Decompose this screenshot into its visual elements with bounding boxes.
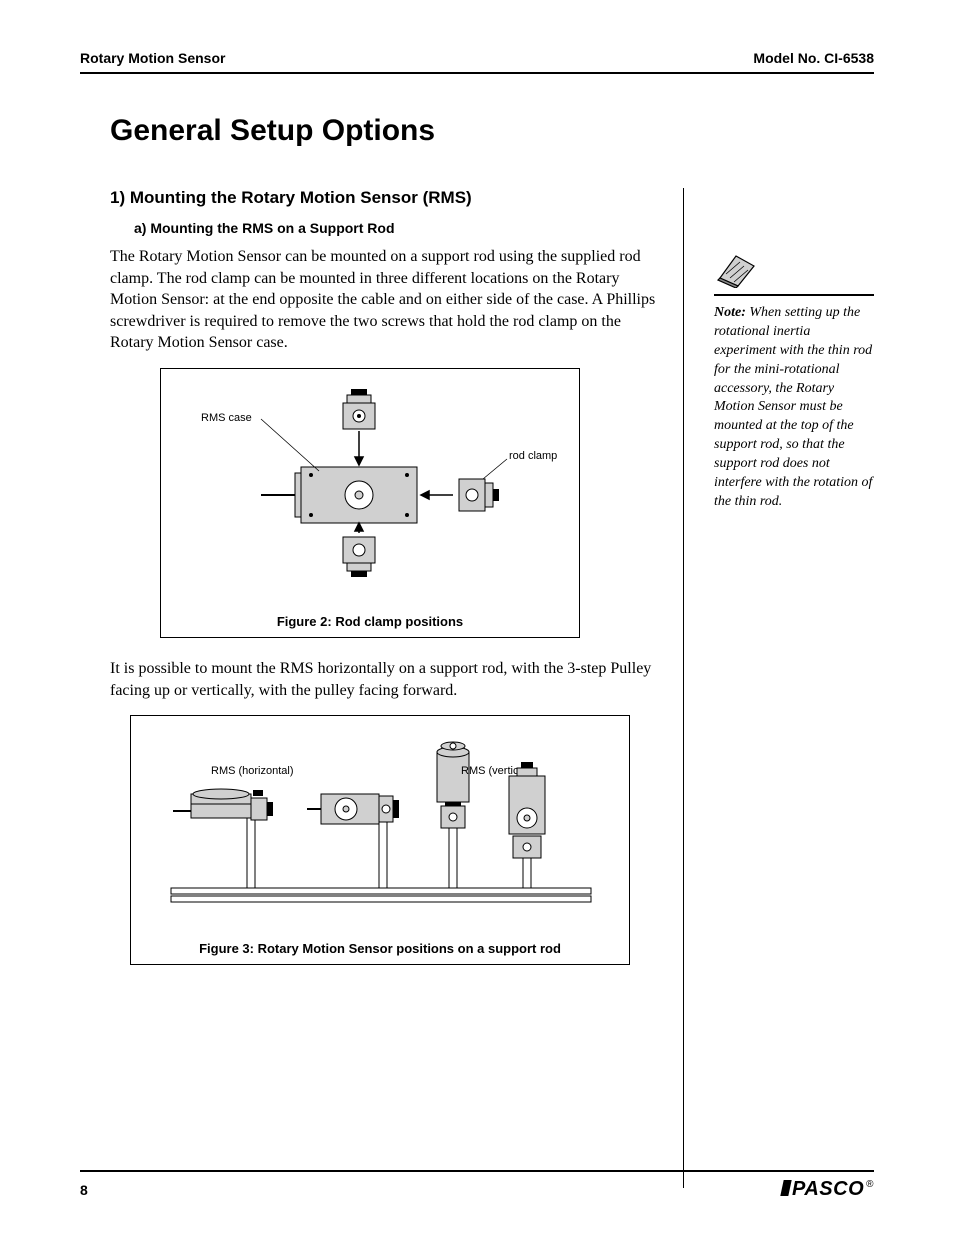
content-row: 1) Mounting the Rotary Motion Sensor (RM… (80, 188, 874, 1188)
page-title: General Setup Options (110, 114, 874, 148)
note-lead: Note: (714, 305, 746, 320)
brand-logo: PASCO® (782, 1178, 874, 1201)
figure-3: RMS (horizontal) (130, 715, 630, 965)
page-header: Rotary Motion Sensor Model No. CI-6538 (80, 50, 874, 74)
paragraph-1: The Rotary Motion Sensor can be mounted … (110, 246, 663, 354)
note-rule (714, 294, 874, 296)
header-left: Rotary Motion Sensor (80, 50, 225, 66)
page-number: 8 (80, 1182, 88, 1198)
paragraph-2: It is possible to mount the RMS horizont… (110, 658, 663, 701)
note-body: When setting up the rotational inertia e… (714, 305, 872, 509)
figure-2-label-clamp: rod clamp (509, 450, 557, 462)
section-subheading-a: a) Mounting the RMS on a Support Rod (134, 220, 663, 236)
side-column: Note: When setting up the rotational ine… (714, 188, 874, 512)
brand-text: PASCO (792, 1178, 864, 1200)
figure-2-diagram: RMS case rod clamp (171, 381, 571, 601)
header-right: Model No. CI-6538 (753, 50, 874, 66)
figure-2: RMS case rod clamp Figure 2: Rod clamp p… (160, 368, 580, 638)
page-footer: 8 PASCO® (80, 1170, 874, 1201)
figure-3-diagram: RMS (horizontal) (141, 728, 621, 928)
figure-2-label-case: RMS case (201, 412, 252, 424)
note-icon (714, 248, 874, 288)
figure-3-label-horizontal: RMS (horizontal) (211, 765, 294, 777)
figure-3-caption: Figure 3: Rotary Motion Sensor positions… (141, 941, 619, 956)
brand-registered: ® (866, 1179, 874, 1190)
main-column: 1) Mounting the Rotary Motion Sensor (RM… (80, 188, 684, 1188)
figure-2-caption: Figure 2: Rod clamp positions (171, 614, 569, 629)
side-note: Note: When setting up the rotational ine… (714, 304, 874, 512)
section-heading: 1) Mounting the Rotary Motion Sensor (RM… (110, 188, 663, 208)
